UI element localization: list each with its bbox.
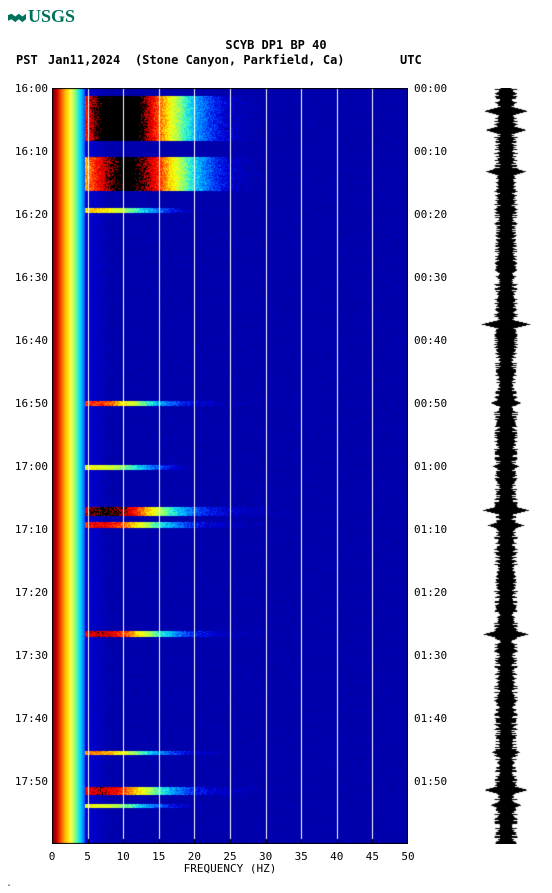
y-left-tick: 16:40 xyxy=(2,334,48,347)
y-right-tick: 01:00 xyxy=(414,460,460,473)
tz-left-label: PST xyxy=(16,53,38,67)
y-left-tick: 16:30 xyxy=(2,271,48,284)
y-right-tick: 00:00 xyxy=(414,82,460,95)
y-right-tick: 00:20 xyxy=(414,208,460,221)
y-right-tick: 00:10 xyxy=(414,145,460,158)
y-right-tick: 01:20 xyxy=(414,586,460,599)
waveform-strip xyxy=(480,88,532,844)
y-left-tick: 16:20 xyxy=(2,208,48,221)
y-left-tick: 17:20 xyxy=(2,586,48,599)
y-right-tick: 01:50 xyxy=(414,775,460,788)
usgs-logo: USGS xyxy=(8,6,75,27)
wave-icon xyxy=(8,10,26,24)
y-left-tick: 16:10 xyxy=(2,145,48,158)
y-left-tick: 17:50 xyxy=(2,775,48,788)
y-right-tick: 01:40 xyxy=(414,712,460,725)
spectrogram-canvas xyxy=(52,88,408,844)
footer-mark: . xyxy=(6,878,12,889)
y-left-tick: 17:00 xyxy=(2,460,48,473)
y-right-tick: 00:50 xyxy=(414,397,460,410)
x-axis-title: FREQUENCY (HZ) xyxy=(52,862,408,875)
tz-right-label: UTC xyxy=(400,53,422,67)
y-left-tick: 16:00 xyxy=(2,82,48,95)
y-left-tick: 17:30 xyxy=(2,649,48,662)
date-label: Jan11,2024 xyxy=(48,53,120,67)
logo-text: USGS xyxy=(28,6,75,27)
location-label: (Stone Canyon, Parkfield, Ca) xyxy=(135,53,345,67)
y-left-tick: 17:40 xyxy=(2,712,48,725)
chart-title: SCYB DP1 BP 40 xyxy=(0,38,552,52)
y-right-tick: 00:40 xyxy=(414,334,460,347)
waveform-canvas xyxy=(480,88,532,844)
spectrogram-plot xyxy=(52,88,408,844)
y-right-tick: 01:10 xyxy=(414,523,460,536)
y-right-tick: 00:30 xyxy=(414,271,460,284)
y-left-tick: 17:10 xyxy=(2,523,48,536)
y-left-tick: 16:50 xyxy=(2,397,48,410)
y-right-tick: 01:30 xyxy=(414,649,460,662)
